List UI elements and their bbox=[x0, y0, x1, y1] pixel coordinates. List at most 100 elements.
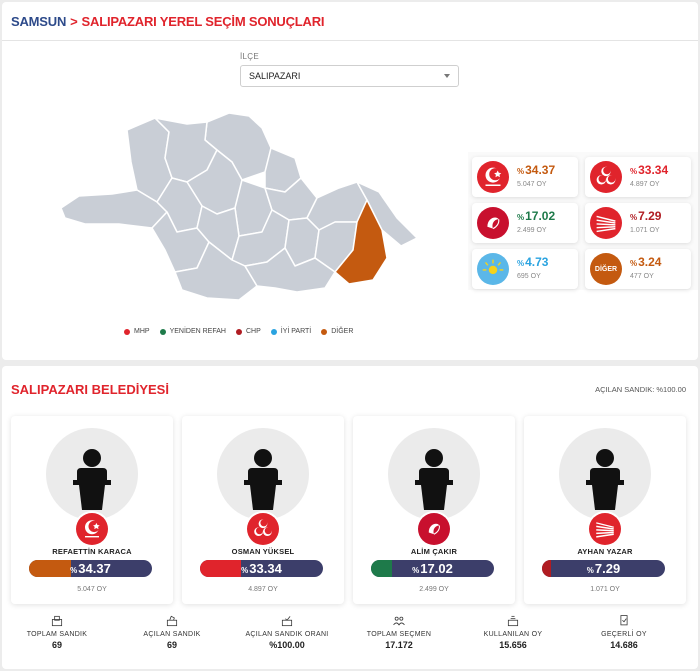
stat-label: TOPLAM SANDIK bbox=[26, 631, 88, 638]
party-votes: 695 OY bbox=[517, 273, 541, 280]
percent-value: 4.73 bbox=[525, 255, 549, 269]
candidate-percent: %34.37 bbox=[29, 560, 152, 577]
party-result-box[interactable]: DİĞER %3.24 477 OY bbox=[585, 249, 691, 289]
stat-value: 15.656 bbox=[499, 640, 527, 650]
section-title: SALIPAZARI BELEDİYESİ bbox=[11, 382, 169, 397]
stat-value: 69 bbox=[51, 640, 62, 650]
candidate-photo-placeholder bbox=[217, 428, 309, 520]
divider bbox=[2, 40, 698, 41]
rose-icon bbox=[477, 207, 509, 239]
six-arrows-icon bbox=[589, 513, 621, 545]
map-legend: MHP YENİDEN REFAH CHP İYİ PARTİ DİĞER bbox=[124, 328, 353, 335]
breadcrumb: SAMSUN > SALIPAZARI YEREL SEÇİM SONUÇLARI bbox=[11, 14, 325, 29]
legend-label: İYİ PARTİ bbox=[280, 328, 312, 335]
ballot-box-icon bbox=[50, 614, 64, 628]
legend-dot bbox=[124, 328, 130, 335]
candidate-card[interactable]: REFAETTİN KARACA %34.37 5.047 OY bbox=[11, 416, 173, 604]
candidate-votes: 2.499 OY bbox=[419, 586, 449, 593]
candidate-vote-bar-fill bbox=[371, 560, 392, 577]
percent-value: 7.29 bbox=[638, 209, 662, 223]
stat-item: GEÇERLİ OY 14.686 bbox=[569, 614, 679, 650]
stat-label: KULLANILAN OY bbox=[483, 631, 543, 638]
six-arrows-icon bbox=[590, 207, 622, 239]
party-votes: 4.897 OY bbox=[630, 181, 660, 188]
percent-prefix: % bbox=[586, 566, 594, 575]
stat-label: AÇILAN SANDIK ORANI bbox=[245, 631, 329, 638]
candidate-card[interactable]: AYHAN YAZAR %7.29 1.071 OY bbox=[524, 416, 686, 604]
party-result-box[interactable]: %34.37 5.047 OY bbox=[472, 157, 578, 197]
municipality-card: SALIPAZARI BELEDİYESİ AÇILAN SANDIK: %10… bbox=[2, 366, 698, 669]
used-votes-icon bbox=[506, 614, 520, 628]
legend-label: YENİDEN REFAH bbox=[169, 328, 226, 335]
percent-prefix: % bbox=[517, 259, 525, 268]
candidate-name: ALİM ÇAKIR bbox=[410, 547, 458, 556]
ballot-rate-icon bbox=[280, 614, 294, 628]
legend-dot bbox=[321, 328, 328, 335]
stat-value: 17.172 bbox=[385, 640, 413, 650]
legend-dot bbox=[159, 328, 166, 335]
percent-value: 34.37 bbox=[78, 561, 111, 576]
mhp-crescent-icon bbox=[477, 161, 509, 193]
candidate-card[interactable]: OSMAN YÜKSEL %33.34 4.897 OY bbox=[182, 416, 344, 604]
percent-value: 7.29 bbox=[594, 561, 621, 576]
breadcrumb-separator: > bbox=[70, 14, 78, 29]
map-district-salipazari bbox=[334, 199, 388, 285]
district-map bbox=[60, 112, 417, 301]
legend-label: MHP bbox=[134, 328, 150, 335]
party-result-box[interactable]: %17.02 2.499 OY bbox=[472, 203, 578, 243]
district-select[interactable]: SALIPAZARI bbox=[240, 65, 459, 87]
stat-label: TOPLAM SEÇMEN bbox=[366, 631, 432, 638]
percent-value: 33.34 bbox=[638, 163, 669, 177]
stat-item: AÇILAN SANDIK 69 bbox=[117, 614, 227, 650]
candidate-podium-icon bbox=[73, 449, 111, 510]
party-percent: %7.29 bbox=[630, 209, 661, 223]
other-badge-label: DİĞER bbox=[594, 265, 618, 273]
candidate-podium-icon bbox=[415, 449, 453, 510]
percent-value: 17.02 bbox=[525, 209, 556, 223]
party-percent: %33.34 bbox=[630, 163, 668, 177]
percent-prefix: % bbox=[630, 259, 638, 268]
candidate-vote-bar: %7.29 bbox=[542, 560, 665, 577]
party-percent: %4.73 bbox=[517, 255, 548, 269]
stat-label: GEÇERLİ OY bbox=[601, 631, 647, 638]
voters-icon bbox=[392, 614, 406, 628]
legend-item: MHP bbox=[124, 328, 150, 335]
candidate-percent: %17.02 bbox=[371, 560, 494, 577]
open-ballot-box-icon bbox=[165, 614, 179, 628]
stat-item: TOPLAM SEÇMEN 17.172 bbox=[344, 614, 454, 650]
candidate-vote-bar: %34.37 bbox=[29, 560, 152, 577]
party-votes: 5.047 OY bbox=[517, 181, 547, 188]
legend-item: YENİDEN REFAH bbox=[159, 328, 226, 335]
party-result-box[interactable]: %4.73 695 OY bbox=[472, 249, 578, 289]
percent-prefix: % bbox=[517, 213, 525, 222]
candidate-votes: 4.897 OY bbox=[248, 586, 278, 593]
breadcrumb-province-link[interactable]: SAMSUN bbox=[11, 14, 67, 29]
legend-item: DİĞER bbox=[321, 328, 353, 335]
party-result-box[interactable]: %33.34 4.897 OY bbox=[585, 157, 691, 197]
candidate-card[interactable]: ALİM ÇAKIR %17.02 2.499 OY bbox=[353, 416, 515, 604]
stat-value: 69 bbox=[166, 640, 177, 650]
candidate-percent: %33.34 bbox=[200, 560, 323, 577]
percent-value: 34.37 bbox=[525, 163, 556, 177]
legend-label: CHP bbox=[245, 328, 261, 335]
candidate-photo-placeholder bbox=[388, 428, 480, 520]
party-percent: %34.37 bbox=[517, 163, 555, 177]
three-crescents-icon bbox=[590, 161, 622, 193]
party-votes: 1.071 OY bbox=[630, 227, 660, 234]
stat-item: KULLANILAN OY 15.656 bbox=[458, 614, 568, 650]
chevron-down-icon bbox=[444, 74, 450, 78]
candidate-podium-icon bbox=[244, 449, 282, 510]
sun-icon bbox=[477, 253, 509, 285]
percent-prefix: % bbox=[630, 167, 638, 176]
candidate-vote-bar: %33.34 bbox=[200, 560, 323, 577]
percent-prefix: % bbox=[630, 213, 638, 222]
district-filter-label: İLÇE bbox=[240, 52, 259, 61]
candidate-name: OSMAN YÜKSEL bbox=[231, 547, 295, 556]
party-result-box[interactable]: %7.29 1.071 OY bbox=[585, 203, 691, 243]
legend-item: İYİ PARTİ bbox=[270, 328, 312, 335]
candidate-vote-bar-fill bbox=[200, 560, 241, 577]
percent-prefix: % bbox=[241, 566, 249, 575]
rose-icon bbox=[418, 513, 450, 545]
candidate-photo-placeholder bbox=[559, 428, 651, 520]
stat-value: 14.686 bbox=[610, 640, 638, 650]
